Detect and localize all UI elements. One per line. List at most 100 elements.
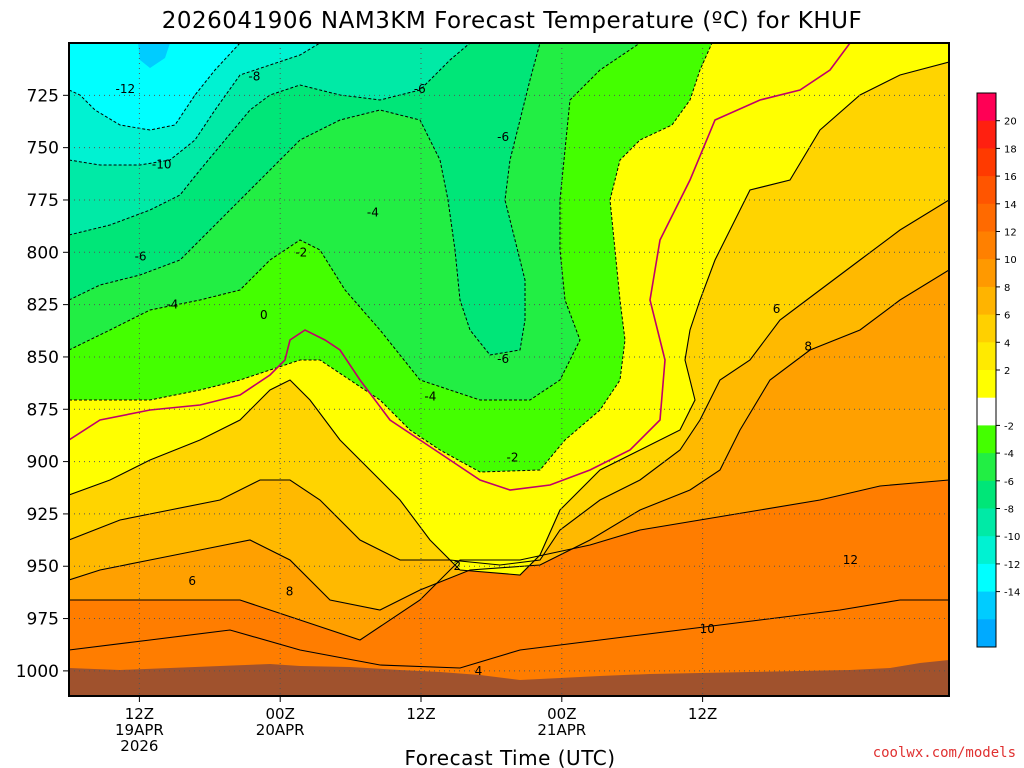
colorbar-swatch [977,563,996,593]
contour-label: 6 [773,302,781,316]
contour-label: -2 [507,450,519,464]
contour-label: 0 [260,308,268,322]
x-tick-label: 12Z [406,705,435,723]
terrain-ground [69,660,949,696]
colorbar-label: 14 [1004,200,1017,211]
colorbar-label: 6 [1004,311,1010,322]
isotherm-minus12 [69,43,241,131]
contour-label: -6 [414,82,426,96]
contour-label: 4 [475,664,483,678]
contour-label: -6 [497,130,509,144]
colorbar-swatch [977,148,996,177]
colorbar: 20 18 16 14 12 10 8 6 4 2 -2 -4 -6 -8 -10 -12 -14 [976,92,1020,648]
colorbar-label: -4 [1004,449,1014,460]
colorbar-swatch [977,120,996,149]
colorbar-label: 10 [1004,255,1017,266]
colorbar-swatch [977,342,996,371]
y-tick-label: 800 [27,243,59,263]
isotherm-0 [69,43,851,491]
x-tick-label: 2026 [120,737,158,755]
contour-label: -8 [248,69,260,83]
isotherm-minus8 [69,43,471,236]
negative-isotherms [69,43,713,473]
colorbar-label: 8 [1004,283,1010,294]
colorbar-label: -10 [1004,532,1020,543]
contour-label: 10 [700,622,715,636]
contour-labels: -12 -8 -6 -6 -10 -4 -6 -2 -4 0 -6 -4 -2 2 6 8 4 6 8 12 10 [116,69,859,677]
colorbar-swatch [977,93,996,122]
y-tick-label: 1000 [16,662,59,682]
y-tick-label: 850 [27,348,59,368]
region-minus12-minus10 [69,43,240,130]
contour-label: -2 [295,245,307,259]
colorbar-swatch [977,259,996,288]
colorbar-swatch [977,425,996,454]
colorbar-swatch [977,286,996,316]
contour-label: -12 [116,82,136,96]
contour-label: -4 [166,298,178,312]
x-tick-label: 19APR [115,721,164,739]
colorbar-swatch [977,453,996,482]
contour-label: -4 [424,390,436,404]
contour-label: -6 [497,352,509,366]
isotherm-minus4 [69,43,641,401]
isotherm-8 [69,479,949,641]
y-tick-label: 975 [27,610,59,630]
colorbar-label: 2 [1004,366,1010,377]
contour-label: 8 [804,339,812,353]
isotherm-4 [69,199,949,566]
grid [69,43,949,696]
isotherm-minus2 [69,43,713,473]
x-tick-label: 12Z [125,705,154,723]
contour-label: -6 [135,249,147,263]
colorbar-label: 18 [1004,144,1017,155]
isotherm-minus6 [69,43,541,356]
colorbar-label: 4 [1004,338,1010,349]
colorbar-swatch [977,370,996,399]
colorbar-swatch [977,480,996,509]
colorbar-swatch [977,591,996,620]
colorbar-label: 20 [1004,117,1017,128]
colorbar-swatch [977,231,996,260]
contour-label: 2 [454,559,462,573]
colorbar-swatch [977,536,996,565]
colorbar-label: 12 [1004,228,1017,239]
y-tick-label: 725 [27,86,59,106]
y-tick-label: 875 [27,400,59,420]
colorbar-swatch [977,203,996,232]
isotherm-10 [69,599,949,669]
colorbar-label: -2 [1004,421,1014,432]
x-axis-label: Forecast Time (UTC) [404,746,615,768]
y-axis: 725 750 775 800 825 850 875 900 925 950 975 1000 [16,86,69,682]
colorbar-label: -6 [1004,477,1014,488]
colorbar-swatch [977,176,996,205]
contour-label: 6 [188,574,196,588]
x-tick-label: 00Z [266,705,295,723]
y-tick-label: 750 [27,139,59,159]
y-tick-label: 950 [27,557,59,577]
contour-label: 8 [286,584,294,598]
x-tick-label: 12Z [688,705,717,723]
credit-text: coolwx.com/models [873,745,1016,761]
y-tick-label: 925 [27,505,59,525]
colorbar-label: -8 [1004,505,1014,516]
contour-label: 12 [843,553,858,567]
isotherm-2 [69,61,949,576]
colorbar-swatch [977,314,996,343]
plot-area [69,43,949,696]
x-tick-label: 20APR [256,721,305,739]
colorbar-label: -14 [1004,588,1020,599]
y-tick-label: 775 [27,191,59,211]
isotherm-6 [69,269,949,611]
positive-isotherms [69,61,949,669]
colorbar-swatch [977,619,996,648]
y-tick-label: 900 [27,453,59,473]
chart-title: 2026041906 NAM3KM Forecast Temperature (… [162,8,862,34]
colorbar-label: 16 [1004,172,1017,183]
x-tick-label: 21APR [537,721,586,739]
x-tick-label: 00Z [547,705,576,723]
plot-frame [68,42,950,697]
contour-label: -10 [152,157,172,171]
